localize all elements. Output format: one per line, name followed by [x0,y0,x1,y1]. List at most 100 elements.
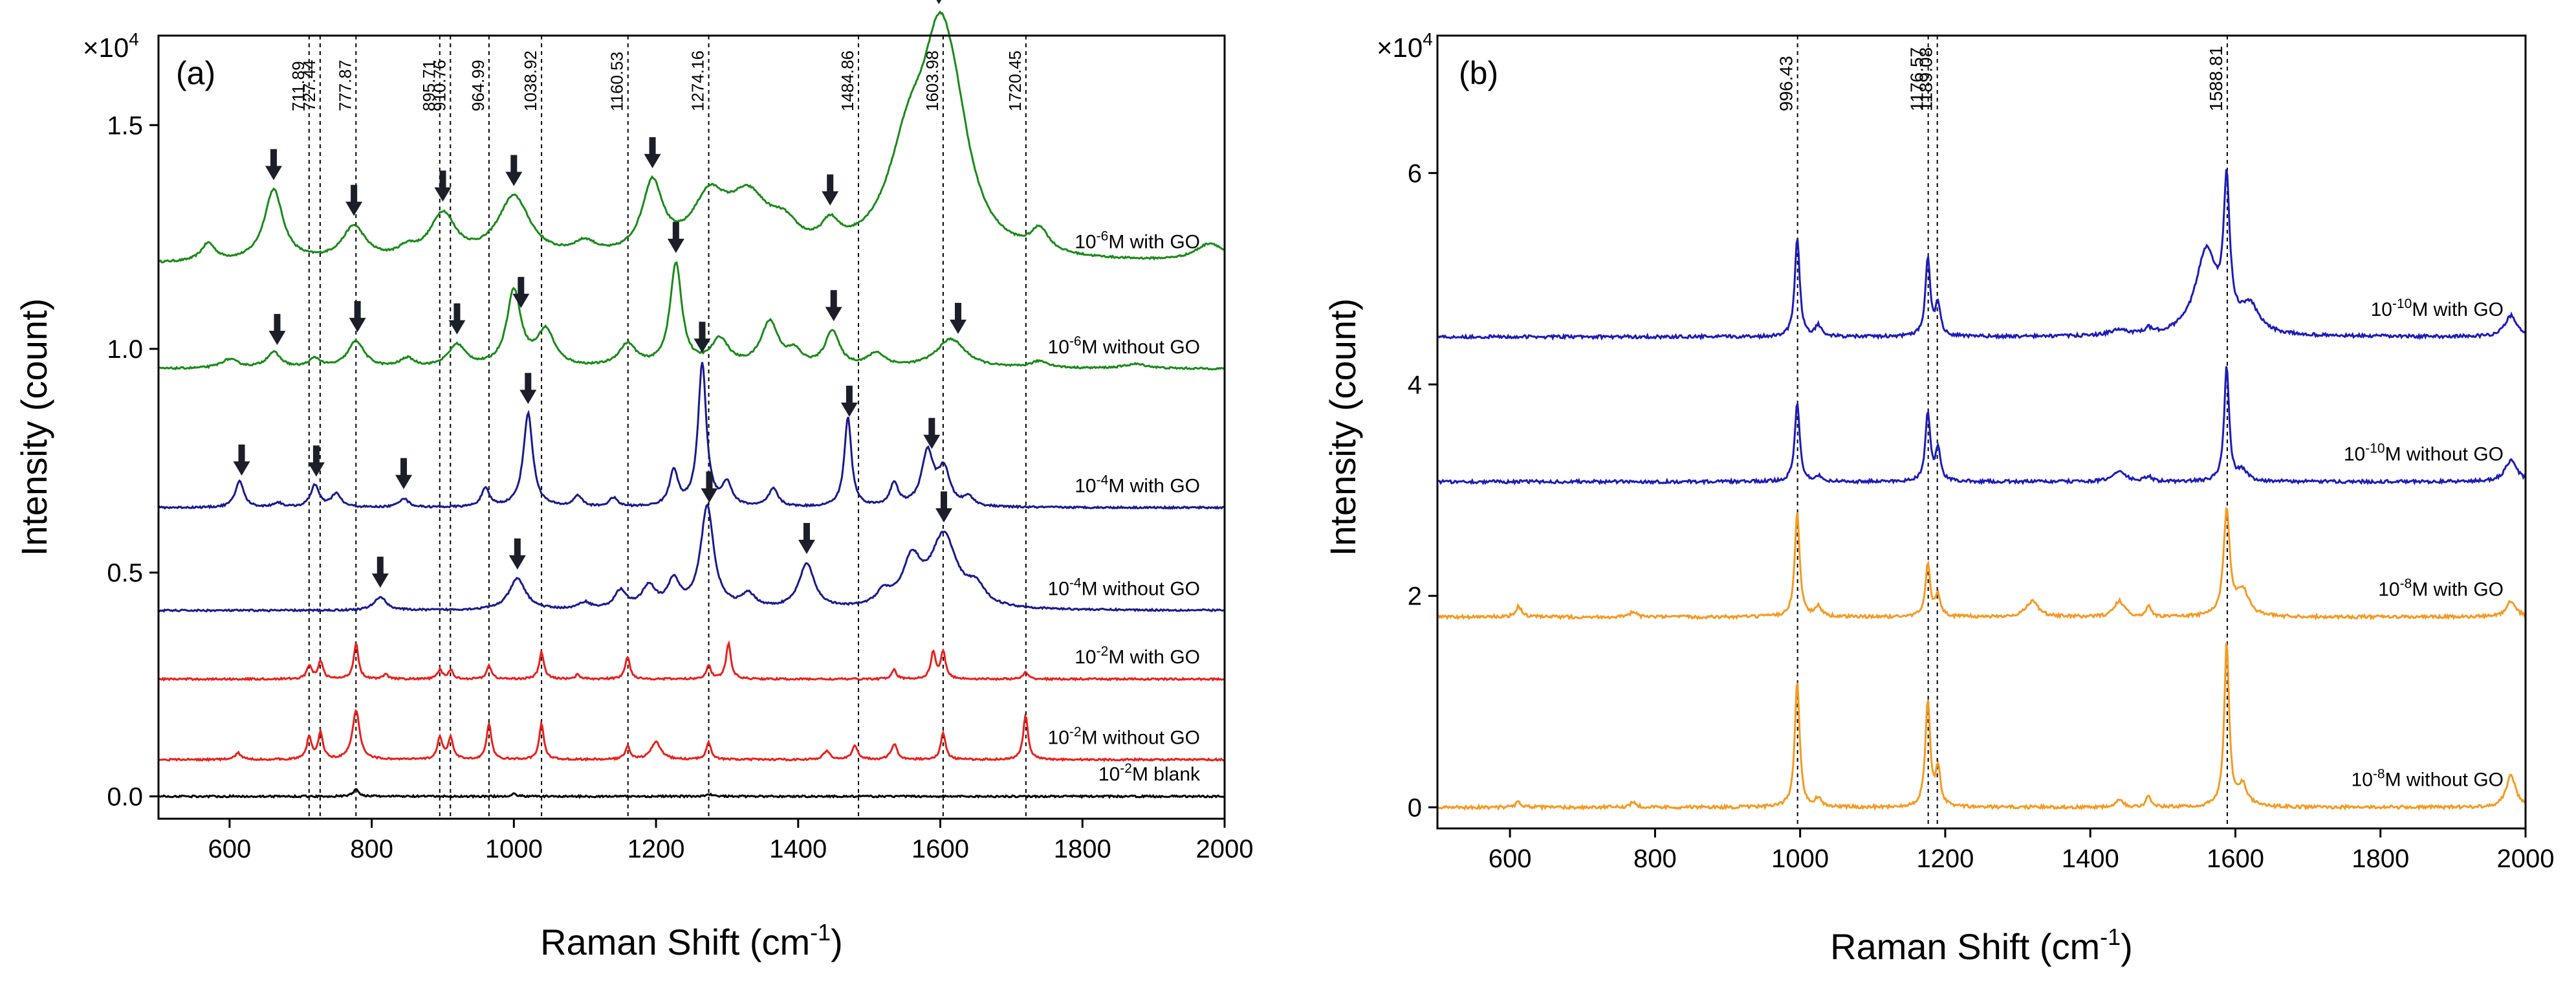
panel-a-y-tick-label: 0.5 [107,559,143,588]
panel-a-reference-line-label: 1274.16 [688,50,708,111]
panel-b-spectrum-line [1437,169,2527,341]
panel-a-series-label: 10-2M without GO [1048,725,1200,749]
panel-a-x-tick-label: 2000 [1196,835,1254,863]
panel-a-spectra [157,10,1225,799]
panel-a-peak-arrow [512,276,530,308]
panel-a-series-label: 10-2M with GO [1075,644,1200,668]
panel-b-multiplier: ×104 [1377,29,1433,63]
panel-a-y-tick-label: 0.0 [107,782,143,811]
panel-b-spectrum-line [1436,643,2526,812]
panel-b-spectrum-line [1436,506,2527,621]
panel-a-reference-line-label: 1720.45 [1005,50,1025,111]
panel-a-peak-arrow [233,444,250,476]
panel-a-peak-arrow [448,303,466,335]
panel-a-peak-arrow [345,184,363,216]
panel-a-series-label: 10-2M blank [1098,761,1201,785]
panel-a-peak-arrow [644,137,661,168]
panel-b-x-axis-title: Raman Shift (cm-1) [1830,924,2133,967]
panel-a-peak-arrow [505,155,523,186]
panel-a-peak-arrow [395,458,413,489]
panel-a-x-tick-label: 1000 [485,835,543,863]
panel-b-x-tick-label: 1600 [2207,845,2264,873]
panel-b-x-tick-label: 1400 [2062,845,2119,873]
panel-a-reference-line-label: 1484.86 [838,50,857,111]
panel-a-spectrum-line [158,503,1225,613]
panel-b-spectra [1436,169,2527,812]
panel-a-reference-line-label: 711.89 [289,61,308,111]
panel-a-series-label: 10-4M without GO [1048,575,1200,599]
panel-a-x-tick-label: 1400 [769,835,827,863]
panel-a-y-tick-label: 1.5 [107,111,143,140]
panel-b-y-axis-title: Intensity (count) [1322,298,1363,556]
panel-b-series-label: 10-10M with GO [2371,296,2504,320]
panel-b-plot-frame [1436,34,2527,830]
panel-a-spectrum-line [158,788,1225,799]
panel-a-peak-arrow [349,301,366,333]
panel-a-peak-arrow [822,174,839,206]
panel-a-peak-arrow [798,523,815,555]
panel-a-peak-arrow [935,491,953,523]
panel-a-spectrum-line [158,709,1225,762]
panel-a-peak-arrow [840,385,858,417]
panel-b-x-tick-label: 2000 [2497,845,2555,873]
panel-a-peak-arrow [701,471,718,503]
panel-b-multiplier-exponent: 4 [1423,29,1433,49]
panel-a-x-axis-title: Raman Shift (cm-1) [540,919,843,962]
panel-a-peak-arrow [950,302,966,334]
panel-a-peak-arrow [371,557,389,588]
panel-b-reference-line-label: 996.43 [1776,56,1796,111]
panel-a-series-labels: 10-6M with GO 10-6M without GO 10-4M with … [1048,228,1201,785]
panel-a-peak-arrow [268,314,286,346]
panel-a-reference-line-label: 727.44 [300,60,319,111]
panel-a-reference-line-label: 777.87 [335,60,355,111]
panel-b-x-tick-label: 800 [1633,845,1677,873]
panel-a-reference-line-label: 1603.98 [922,50,942,111]
panel-b-reference-line-label: 1588.81 [2206,46,2226,111]
panel-a-peak-arrows [233,0,966,588]
panel-b-x-tick-label: 1200 [1916,845,1974,873]
panel-a-peak-arrow [693,322,711,353]
panel-b-x-tick-label: 1000 [1771,845,1829,873]
panel-b-x-tick-label: 600 [1489,845,1532,873]
panel-b-series-label: 10-8M with GO [2378,577,2504,601]
panel-a-reference-line-label: 1160.53 [607,52,627,111]
panel-a-reference-line-label: 910.76 [430,60,449,111]
panel-a-reference-line-label: 1038.92 [521,50,540,111]
panel-a-y-tick-label: 1.0 [107,335,143,364]
panel-b-reference-line-label: 1189.08 [1916,47,1936,111]
panel-a-peak-arrow [265,149,282,181]
panel-a-spectrum-line [158,640,1225,682]
panel-b-reference-line-label: 1176.57 [1907,47,1927,111]
panel-a-series-label: 10-6M with GO [1075,228,1200,252]
panel-b-series-label: 10-10M without GO [2344,441,2504,465]
panel-a-label: (a) [176,55,215,91]
panel-a-peak-arrow [667,221,684,253]
panel-b-y-tick-label: 2 [1408,582,1422,611]
panel-a-peak-arrow [923,417,941,449]
panel-b-spectrum-line [1437,366,2527,486]
panel-a-peak-arrow [519,373,537,405]
panel-a-spectrum-line [157,362,1225,510]
panel-b-series-labels: 10-10M with GO 10-10M without GO 10-8M wit… [2344,296,2504,791]
panel-a-peak-arrow [508,538,526,570]
panel-b-series-label: 10-8M without GO [2352,767,2504,791]
panel-b-x-tick-label: 1800 [2352,845,2409,873]
panel-a-series-label: 10-6M without GO [1048,334,1200,358]
panel-a-x-tick-label: 600 [208,835,251,863]
panel-b-y-tick-label: 4 [1408,371,1422,399]
panel-b-y-tick-label: 6 [1408,159,1422,188]
panel-b-y-tick-label: 0 [1408,793,1422,822]
panel-a-x-tick-label: 1800 [1054,835,1111,863]
panel-a-spectrum-line [158,261,1225,371]
panel-a-reference-line-label: 895.71 [419,60,439,111]
panel-a-plot-frame [157,34,1226,820]
panel-a-multiplier-exponent: 4 [129,29,139,49]
panel-a-peak-arrow [434,170,452,202]
panel-a-ticks: 600 800 1000 1200 1400 1600 1800 2000 0.0 0.5 1.0 1… [107,111,1253,863]
